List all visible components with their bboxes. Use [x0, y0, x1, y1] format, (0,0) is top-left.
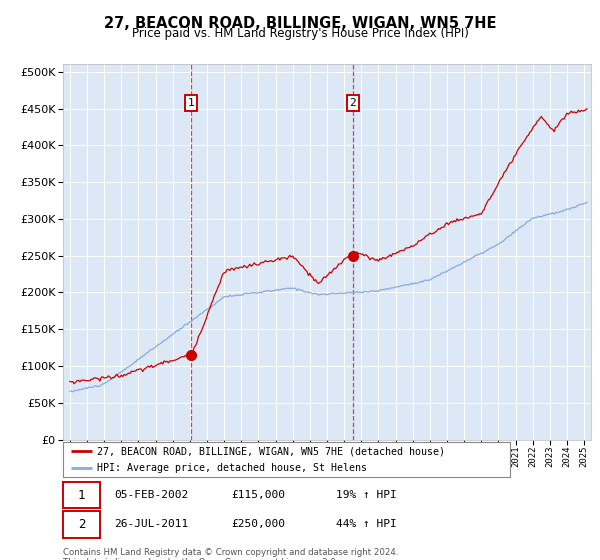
Text: £115,000: £115,000	[231, 490, 285, 500]
Text: 44% ↑ HPI: 44% ↑ HPI	[336, 519, 397, 529]
Text: 19% ↑ HPI: 19% ↑ HPI	[336, 490, 397, 500]
Text: HPI: Average price, detached house, St Helens: HPI: Average price, detached house, St H…	[97, 464, 367, 473]
Text: 1: 1	[78, 488, 85, 502]
Text: Price paid vs. HM Land Registry's House Price Index (HPI): Price paid vs. HM Land Registry's House …	[131, 27, 469, 40]
Text: This data is licensed under the Open Government Licence v3.0.: This data is licensed under the Open Gov…	[63, 558, 338, 560]
Text: 26-JUL-2011: 26-JUL-2011	[114, 519, 188, 529]
Text: 2: 2	[78, 517, 85, 531]
Text: £250,000: £250,000	[231, 519, 285, 529]
Text: 2: 2	[349, 98, 356, 108]
Text: 27, BEACON ROAD, BILLINGE, WIGAN, WN5 7HE: 27, BEACON ROAD, BILLINGE, WIGAN, WN5 7H…	[104, 16, 496, 31]
Text: 1: 1	[188, 98, 194, 108]
Text: 27, BEACON ROAD, BILLINGE, WIGAN, WN5 7HE (detached house): 27, BEACON ROAD, BILLINGE, WIGAN, WN5 7H…	[97, 446, 445, 456]
Text: 05-FEB-2002: 05-FEB-2002	[114, 490, 188, 500]
Text: Contains HM Land Registry data © Crown copyright and database right 2024.: Contains HM Land Registry data © Crown c…	[63, 548, 398, 557]
